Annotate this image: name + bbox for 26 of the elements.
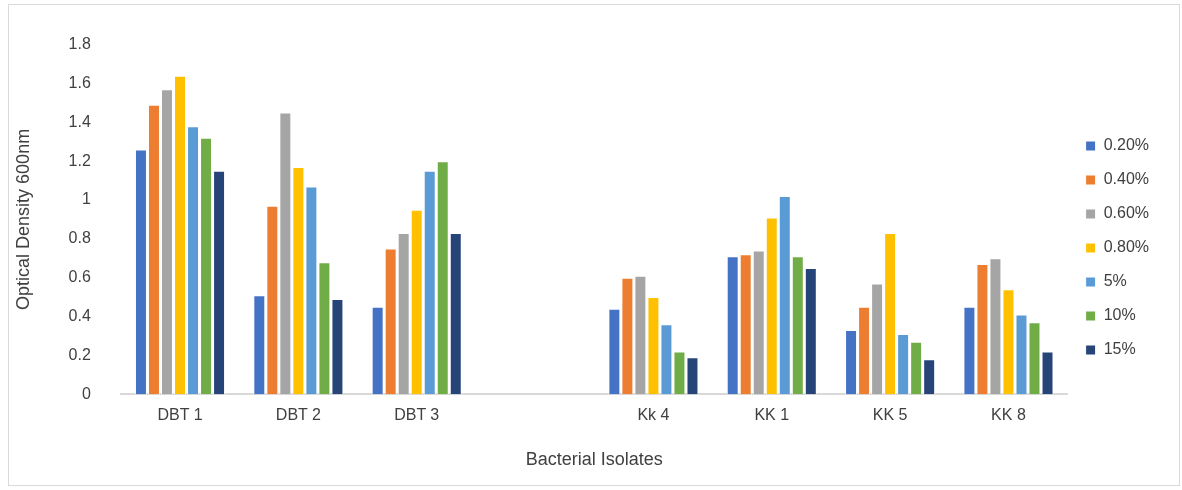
x-axis-title: Bacterial Isolates bbox=[525, 449, 663, 470]
y-tick-label: 1.6 bbox=[68, 73, 91, 91]
x-tick-label: DBT 2 bbox=[275, 406, 321, 424]
y-tick-label: 0 bbox=[81, 384, 91, 402]
y-tick-label: 1 bbox=[81, 190, 91, 208]
legend-label: 0.60% bbox=[1103, 204, 1150, 222]
x-tick-label: KK 5 bbox=[872, 406, 908, 424]
legend-label: 0.40% bbox=[1103, 170, 1150, 188]
y-tick-label: 1.8 bbox=[68, 35, 91, 53]
x-tick-label: DBT 1 bbox=[157, 406, 203, 424]
x-tick-label: KK 1 bbox=[754, 406, 790, 424]
legend-label: 0.20% bbox=[1103, 136, 1150, 154]
legend-label: 0.80% bbox=[1103, 238, 1150, 256]
y-tick-label: 0.6 bbox=[68, 268, 91, 286]
x-tick-label: DBT 3 bbox=[394, 406, 440, 424]
legend-label: 5% bbox=[1103, 272, 1127, 290]
y-tick-label: 1.2 bbox=[68, 151, 91, 169]
y-tick-label: 0.4 bbox=[68, 306, 91, 324]
x-tick-label: KK 8 bbox=[991, 406, 1026, 424]
x-tick-label: Kk 4 bbox=[637, 406, 670, 424]
y-tick-label: 1.4 bbox=[68, 112, 91, 130]
y-axis-title: Optical Density 600nm bbox=[12, 128, 33, 310]
legend-label: 15% bbox=[1103, 340, 1136, 358]
y-tick-label: 0.8 bbox=[68, 229, 91, 247]
legend-label: 10% bbox=[1103, 306, 1136, 324]
y-tick-label: 0.2 bbox=[68, 345, 91, 363]
